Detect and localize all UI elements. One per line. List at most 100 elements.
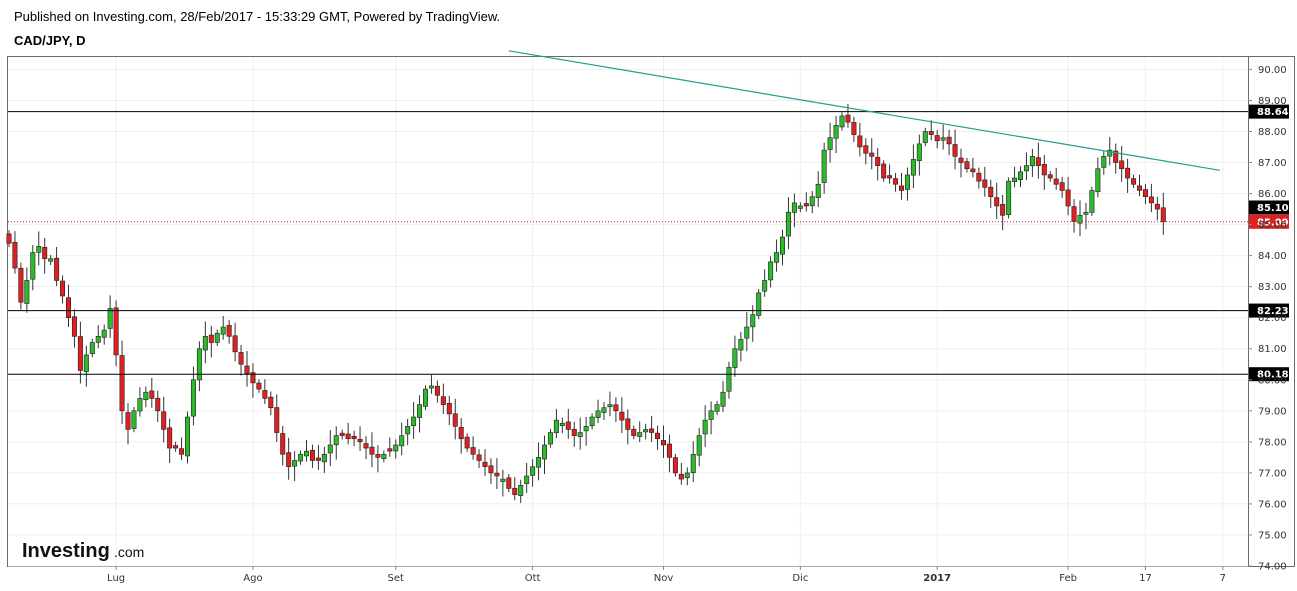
candle <box>637 421 643 443</box>
candle-body-down <box>452 413 458 427</box>
candle-body-down <box>232 335 238 353</box>
candle <box>1065 176 1071 216</box>
candle-body-up <box>922 131 928 143</box>
candle-body-down <box>655 432 661 440</box>
candle-body-up <box>720 391 726 407</box>
candle <box>684 467 690 486</box>
candle-body-down <box>286 452 292 467</box>
level-label: 88.64 <box>1257 107 1289 118</box>
candle <box>60 275 66 304</box>
x-tick-label: 7 <box>1220 573 1226 584</box>
candle-body-up <box>595 410 601 418</box>
candle-body-up <box>143 391 149 401</box>
candle-body-down <box>226 325 232 337</box>
candle <box>726 361 732 399</box>
candle <box>381 450 387 463</box>
candle <box>714 400 720 416</box>
candle-body-up <box>411 416 417 427</box>
candle <box>774 239 780 272</box>
candle <box>666 434 672 473</box>
candle-body-up <box>684 472 690 479</box>
current-price-label: 85.09 <box>1257 217 1289 228</box>
candle-body-down <box>1059 182 1065 191</box>
candle <box>286 437 292 480</box>
candle <box>369 432 375 468</box>
candle-body-up <box>601 407 607 413</box>
candle-body-down <box>161 411 167 430</box>
candle <box>672 453 678 477</box>
candle <box>1131 174 1137 188</box>
candle <box>452 398 458 440</box>
candle <box>280 426 286 466</box>
candle-body-up <box>393 444 399 452</box>
x-tick-label: Feb <box>1059 573 1077 584</box>
candle <box>387 437 393 457</box>
candle-body-down <box>60 280 66 297</box>
candle <box>1095 157 1101 198</box>
candle <box>708 401 714 435</box>
candle-body-down <box>565 421 571 430</box>
candle-body-up <box>220 326 226 335</box>
candle <box>1142 183 1148 205</box>
candle <box>119 340 125 424</box>
candle <box>190 366 196 426</box>
candle-body-up <box>643 429 649 433</box>
candle-body-down <box>476 454 482 461</box>
candle <box>607 391 613 417</box>
y-tick-label: 76.00 <box>1258 499 1287 510</box>
y-tick-label: 74.00 <box>1258 562 1287 573</box>
candle <box>690 441 696 483</box>
candle <box>95 325 101 348</box>
candle <box>875 147 881 181</box>
candle <box>179 437 185 460</box>
candle-body-down <box>179 448 185 455</box>
candle <box>1113 143 1119 174</box>
candle <box>232 322 238 362</box>
candle <box>476 449 482 468</box>
candle-body-up <box>1017 171 1023 181</box>
candle-body-down <box>1000 203 1006 216</box>
candle <box>30 245 36 291</box>
candle-body-down <box>1035 157 1041 166</box>
candle-body-down <box>1137 185 1143 191</box>
candle-body-up <box>821 149 827 183</box>
candle <box>881 160 887 182</box>
candle <box>12 231 18 274</box>
candle-body-up <box>524 475 530 484</box>
candle-body-up <box>553 419 559 434</box>
candle-body-down <box>339 432 345 436</box>
candle-body-down <box>881 163 887 179</box>
candle <box>226 319 232 344</box>
level-label-box <box>1249 367 1289 382</box>
candle-body-up <box>1006 180 1012 216</box>
x-tick-label: Ago <box>243 573 262 584</box>
candle <box>952 129 958 170</box>
candle <box>922 127 928 147</box>
candle-body-up <box>48 258 54 262</box>
candle-body-up <box>36 246 42 253</box>
x-tick-label: 17 <box>1139 573 1152 584</box>
logo-brand: Investing <box>22 540 110 562</box>
candle-body-up <box>196 348 202 381</box>
y-tick-label: 85.00 <box>1258 220 1287 231</box>
candle <box>185 411 191 464</box>
candle <box>940 124 946 150</box>
candle <box>1101 150 1107 175</box>
trendline <box>508 50 1220 171</box>
candle <box>262 379 268 404</box>
candle <box>643 423 649 440</box>
candle <box>988 179 994 208</box>
candle-body-up <box>785 211 791 237</box>
candle-body-down <box>887 175 893 179</box>
candle <box>583 417 589 446</box>
candle-body-up <box>190 379 196 417</box>
candle-body-down <box>262 390 268 399</box>
candle <box>964 157 970 173</box>
candle-body-down <box>875 156 881 166</box>
candle <box>821 142 827 194</box>
level-label-box <box>1249 104 1289 119</box>
chart-frame <box>7 56 1295 567</box>
candle <box>1023 152 1029 181</box>
x-tick-label: 2017 <box>923 573 951 584</box>
candle-body-up <box>101 329 107 338</box>
